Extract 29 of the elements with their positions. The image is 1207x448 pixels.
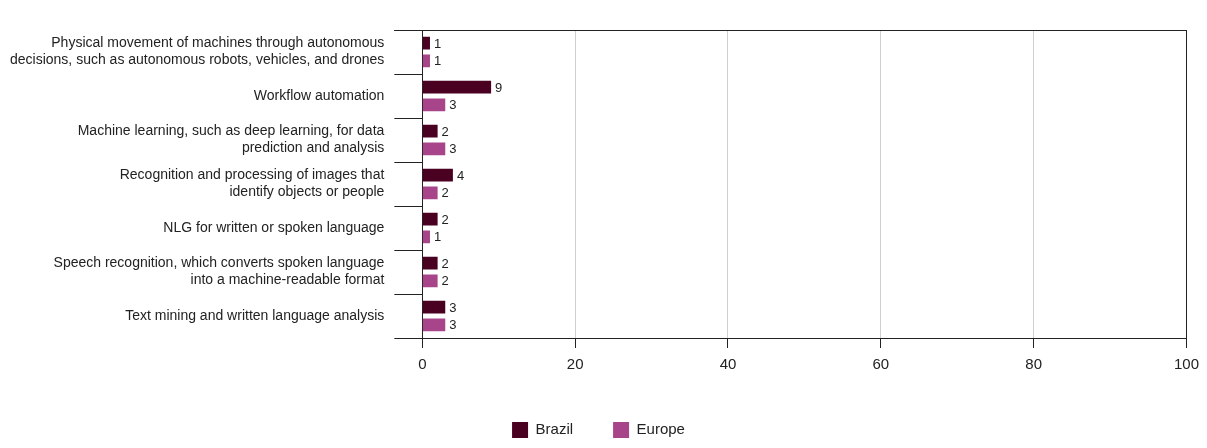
data-label: 2 [441,123,449,139]
data-label: 1 [433,35,442,51]
data-label: 3 [449,141,457,157]
x-tick-label: 40 [719,355,737,373]
data-label: 2 [441,255,449,271]
data-label: 2 [441,185,449,201]
x-tick-label: 100 [1173,355,1199,373]
x-tick-label: 0 [418,355,427,373]
y-tick-label: Physical movement of machines through autonomous decisions, such as autonomous robots, vehicles, and drones [9,34,385,68]
x-tick-label: 80 [1025,355,1042,373]
y-tick-label: Recognition and processing of images that identify objects or people [119,166,385,200]
data-label: 4 [456,167,465,183]
y-tick-label: NLG for written or spoken language [163,218,385,235]
data-label: 2 [441,273,449,289]
y-tick-label: Machine learning, such as deep learning, for data prediction and analysis [77,122,385,156]
legend-label: Europe [636,420,685,438]
data-label: 2 [441,211,449,227]
data-label: 9 [495,79,503,95]
x-tick-label: 60 [872,355,890,373]
data-label: 3 [449,317,457,333]
x-tick-label: 20 [566,355,584,373]
data-label: 3 [449,299,457,315]
data-label: 3 [449,97,457,113]
data-label: 1 [433,229,442,245]
y-tick-label: Workflow automation [253,86,385,103]
y-tick-label: Text mining and written language analysis [125,306,385,323]
y-tick-label: Speech recognition, which converts spoken language into a machine-readable format [53,254,385,288]
data-label: 1 [433,53,442,69]
legend-label: Brazil [535,420,574,438]
